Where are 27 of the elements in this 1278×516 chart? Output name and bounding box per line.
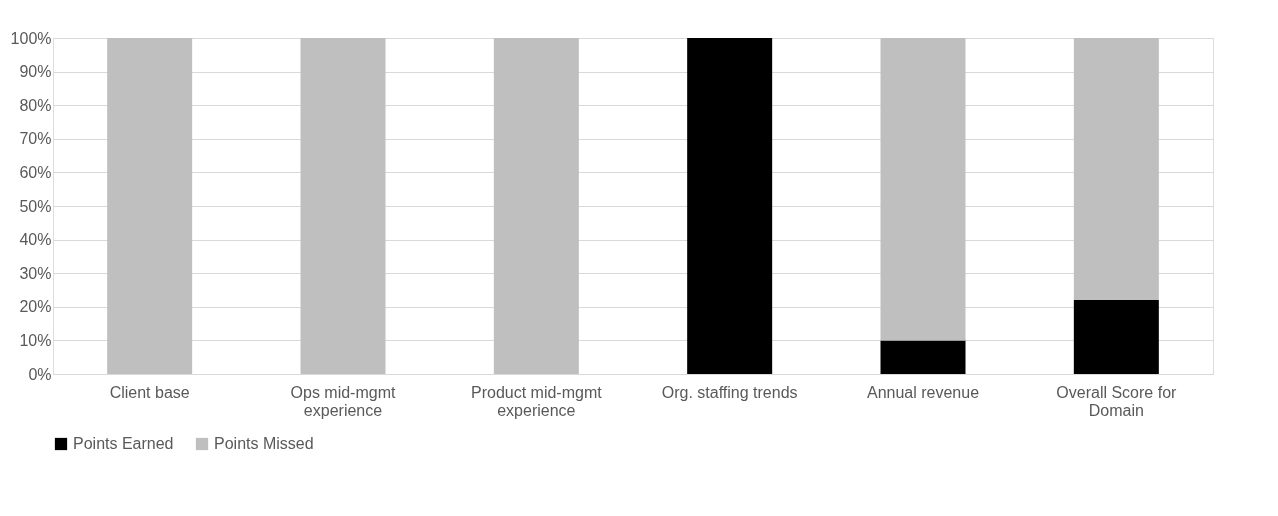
y-tick-label: 100% [10, 29, 52, 47]
y-tick-label: 10% [19, 331, 52, 349]
bar [1073, 38, 1159, 301]
y-tick-label: 0% [28, 365, 52, 383]
x-tick-label: Annual revenue [866, 383, 980, 401]
bar [493, 38, 579, 374]
bar [300, 38, 386, 374]
x-tick-label: Client base [109, 383, 190, 401]
x-tick-label: Product mid-mgmt experience [470, 383, 603, 419]
bar [107, 38, 193, 374]
legend-label: Points Earned [73, 435, 174, 452]
y-tick-label: 80% [19, 96, 52, 114]
y-tick-label: 20% [19, 298, 52, 316]
bar [687, 38, 773, 374]
x-tick-label: Overall Score for Domain [1056, 383, 1178, 419]
y-tick-label: 60% [19, 163, 52, 181]
bar [880, 38, 966, 341]
y-tick-label: 50% [19, 197, 52, 215]
y-tick-label: 70% [19, 130, 52, 148]
y-tick-label: 40% [19, 231, 52, 249]
x-tick-label: Org. staffing trends [661, 383, 798, 401]
y-tick-label: 30% [19, 264, 52, 282]
y-tick-label: 90% [19, 63, 52, 81]
bar [1073, 300, 1159, 374]
legend-label: Points Missed [214, 435, 314, 452]
x-tick-label: Ops mid-mgmt experience [290, 383, 396, 419]
bar [880, 340, 966, 374]
